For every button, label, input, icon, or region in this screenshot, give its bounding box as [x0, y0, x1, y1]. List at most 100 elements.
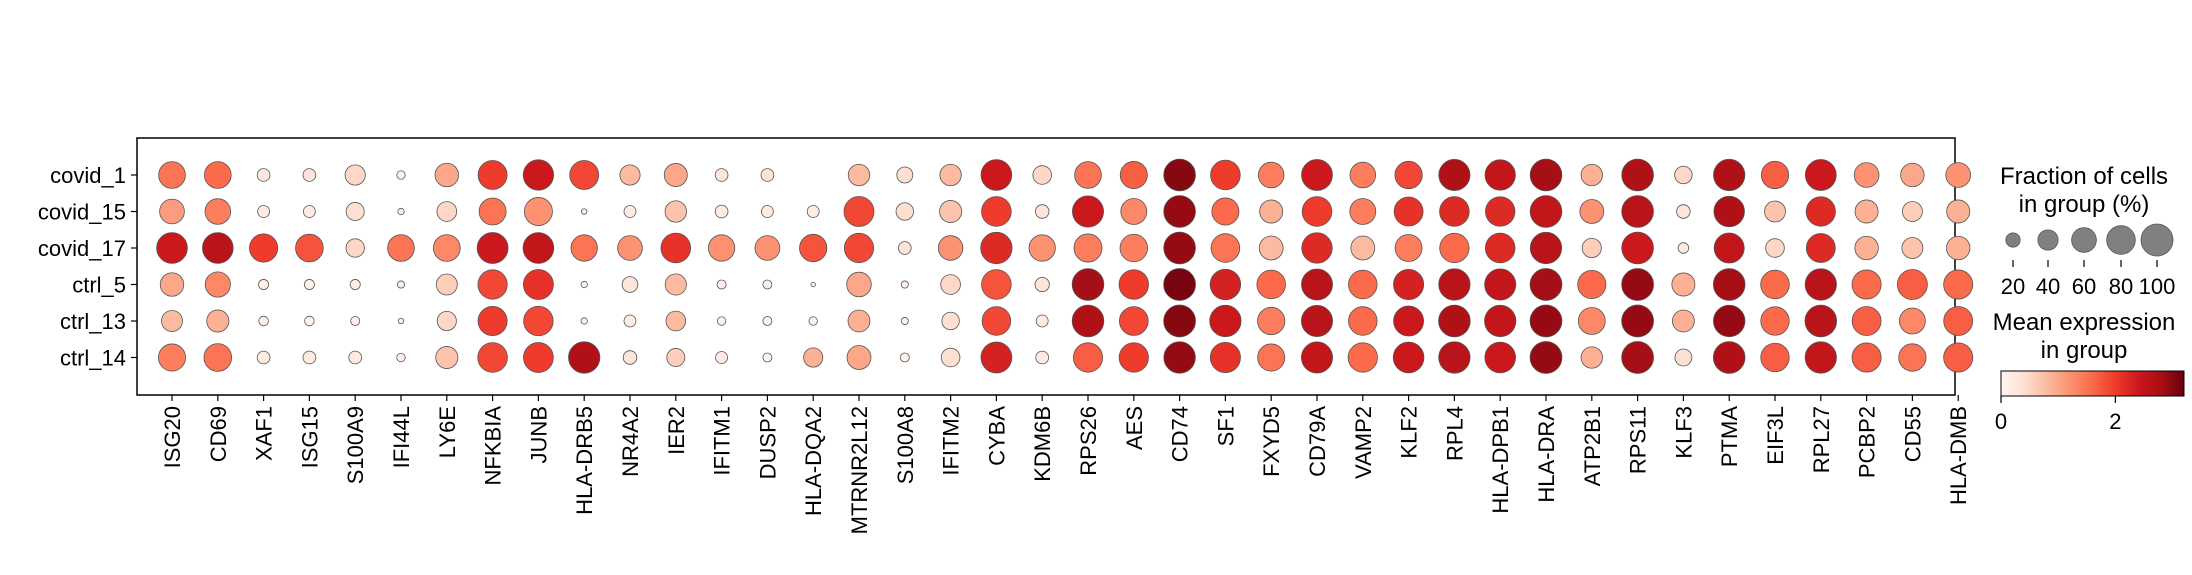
dot-covid_17-ISG20	[156, 232, 188, 264]
size-legend-dot	[2071, 227, 2097, 253]
gene-label: KLF3	[1671, 406, 1696, 459]
dot-covid_17-HLA-DMB	[1946, 235, 1971, 261]
dot-ctrl_5-EIF3L	[1760, 269, 1790, 300]
dot-ctrl_13-HLA-DRA	[1529, 304, 1563, 338]
dot-covid_15-VAMP2	[1349, 198, 1377, 225]
dot-ctrl_14-CYBA	[980, 341, 1013, 374]
dot-ctrl_5-FXYD5	[1256, 269, 1286, 300]
dot-covid_15-CD69	[204, 198, 232, 225]
dot-ctrl_14-IFITM2	[940, 347, 961, 368]
dot-covid_15-RPL4	[1439, 196, 1470, 227]
dot-covid_15-NFKBIA	[478, 197, 507, 226]
dot-covid_17-KDM6B	[1028, 234, 1056, 262]
gene-label: CYBA	[984, 406, 1009, 466]
dot-covid_15-RPS11	[1621, 195, 1654, 228]
size-legend-label: 100	[2139, 274, 2176, 299]
gene-label: CD74	[1168, 406, 1193, 462]
dot-covid_15-IFI44L	[397, 207, 405, 216]
dot-covid_1-RPL4	[1438, 159, 1471, 191]
dot-covid_1-DUSP2	[760, 168, 775, 182]
dot-covid_17-S100A8	[897, 241, 912, 255]
dot-ctrl_5-CD79A	[1301, 268, 1333, 301]
dot-covid_1-HLA-DRA	[1529, 158, 1563, 192]
gene-label: HLA-DRB5	[572, 406, 597, 515]
dot-covid_17-RPS11	[1621, 231, 1654, 265]
dot-covid_17-CD79A	[1301, 232, 1333, 264]
dot-covid_1-CYBA	[980, 159, 1013, 191]
dot-covid_17-KLF2	[1394, 234, 1423, 262]
dot-covid_15-IFITM1	[714, 204, 729, 219]
dot-ctrl_13-IER2	[665, 310, 687, 332]
gene-label: CD69	[206, 406, 231, 462]
dot-covid_1-HLA-DMB	[1945, 162, 1971, 188]
dot-covid_1-NFKBIA	[477, 160, 508, 190]
dot-covid_15-ATP2B1	[1579, 199, 1605, 224]
dot-ctrl_14-IFITM1	[715, 351, 728, 364]
dot-ctrl_13-RPS26	[1071, 304, 1105, 338]
dot-covid_1-JUNB	[522, 159, 554, 191]
dot-ctrl_13-KLF2	[1393, 305, 1425, 337]
dot-ctrl_14-AES	[1118, 342, 1149, 373]
size-legend-title-line1: Fraction of cells	[2000, 163, 2168, 190]
dot-ctrl_14-EIF3L	[1760, 342, 1790, 373]
main-plot-area: covid_1 covid_15 covid_17 ctrl_5 ctrl_13ctrl…	[38, 137, 1974, 534]
dot-ctrl_5-DUSP2	[762, 279, 773, 290]
dot-ctrl_5-MTRNR2L12	[846, 271, 872, 298]
dot-covid_1-IFI44L	[396, 170, 406, 180]
dot-ctrl_14-HLA-DRB5	[568, 341, 601, 374]
dot-ctrl_14-HLA-DRA	[1529, 341, 1563, 374]
dot-ctrl_13-HLA-DQA2	[808, 316, 818, 326]
dot-ctrl_5-HLA-DMB	[1943, 269, 1974, 300]
gene-label: IFI44L	[389, 406, 414, 468]
row-label: covid_15	[38, 200, 126, 225]
dot-covid_1-ISG20	[158, 161, 186, 189]
dot-covid_17-CD69	[202, 232, 234, 264]
dot-covid_17-IFI44L	[387, 234, 415, 262]
dot-ctrl_13-IFI44L	[397, 317, 405, 325]
dot-covid_15-SF1	[1211, 197, 1240, 226]
row-label: ctrl_5	[72, 273, 126, 298]
dot-covid_17-IER2	[660, 232, 692, 264]
dot-ctrl_5-HLA-DPB1	[1484, 268, 1517, 301]
dot-covid_17-XAF1	[249, 233, 279, 263]
dot-ctrl_5-IER2	[664, 273, 687, 296]
dot-ctrl_14-ATP2B1	[1580, 346, 1603, 369]
dot-ctrl_13-SF1	[1209, 304, 1242, 338]
dot-ctrl_13-KDM6B	[1035, 314, 1049, 328]
dot-covid_17-KLF3	[1677, 242, 1690, 254]
dot-ctrl_5-HLA-DRB5	[580, 280, 588, 289]
dot-ctrl_14-CD79A	[1301, 341, 1333, 374]
dot-covid_17-HLA-DRA	[1529, 231, 1563, 265]
dot-covid_17-FXYD5	[1258, 235, 1284, 261]
dot-covid_15-RPS26	[1072, 195, 1104, 228]
dot-ctrl_5-CD55	[1896, 269, 1928, 300]
dot-ctrl_5-KLF2	[1393, 269, 1425, 300]
gene-label: VAMP2	[1351, 406, 1376, 479]
dot-covid_17-AES	[1119, 233, 1148, 263]
gene-label: PTMA	[1717, 406, 1742, 467]
dot-ctrl_13-ATP2B1	[1577, 307, 1606, 335]
dot-covid_15-PCBP2	[1854, 199, 1879, 224]
gene-label: HLA-DRA	[1534, 406, 1559, 503]
dot-ctrl_5-KDM6B	[1034, 276, 1050, 293]
dot-ctrl_14-RPS11	[1621, 341, 1654, 374]
dot-ctrl_13-XAF1	[258, 315, 269, 327]
dot-covid_15-HLA-DPB1	[1485, 196, 1516, 227]
dot-ctrl_5-IFITM2	[940, 274, 961, 295]
gene-label: IFITM1	[710, 406, 735, 476]
dot-covid_1-CD69	[204, 161, 232, 189]
dot-ctrl_13-LY6E	[436, 310, 457, 331]
dot-covid_17-IFITM1	[708, 234, 736, 262]
dot-ctrl_5-CYBA	[981, 269, 1012, 300]
dot-ctrl_14-LY6E	[435, 346, 459, 369]
dot-covid_1-KLF2	[1394, 160, 1423, 190]
dot-ctrl_14-NFKBIA	[477, 342, 508, 373]
dot-ctrl_13-KLF3	[1672, 309, 1695, 333]
dot-covid_1-RPS11	[1621, 158, 1654, 192]
dot-covid_15-CD79A	[1301, 196, 1333, 227]
dot-covid_17-DUSP2	[754, 235, 781, 261]
dot-covid_17-PTMA	[1713, 232, 1745, 264]
gene-label: NR4A2	[618, 406, 643, 477]
dot-ctrl_5-PCBP2	[1851, 269, 1882, 300]
